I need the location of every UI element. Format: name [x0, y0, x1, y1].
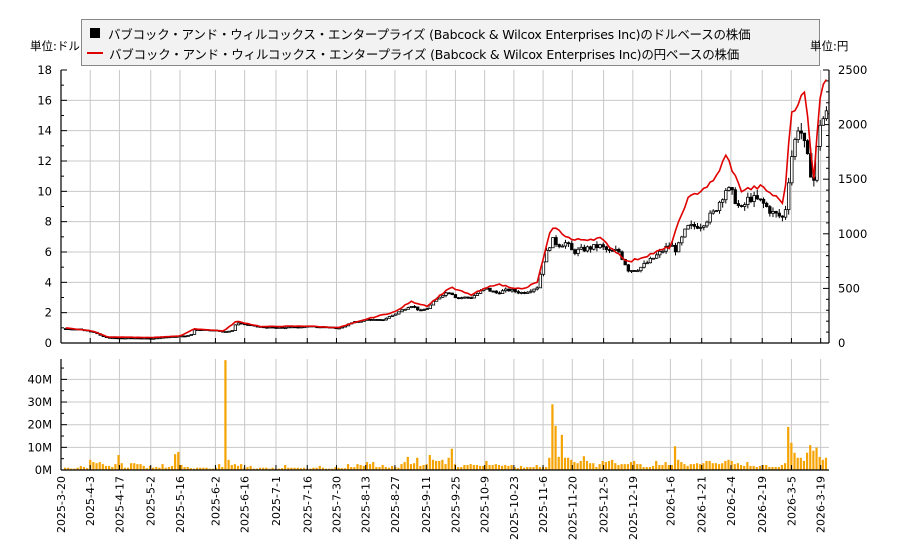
svg-text:2025-3-20: 2025-3-20 — [55, 476, 68, 533]
svg-text:16: 16 — [37, 93, 52, 107]
legend-item-jpy: バブコック・アンド・ウィルコックス・エンタープライズ (Babcock & Wi… — [87, 43, 740, 63]
svg-text:2025-6-16: 2025-6-16 — [239, 476, 252, 533]
legend-usd-label: バブコック・アンド・ウィルコックス・エンタープライズ (Babcock & Wi… — [108, 26, 751, 42]
svg-text:2025-8-13: 2025-8-13 — [360, 476, 373, 533]
chart-legend: バブコック・アンド・ウィルコックス・エンタープライズ (Babcock & Wi… — [81, 19, 820, 66]
left-axis-unit: 単位:ドル — [30, 39, 80, 53]
svg-text:2025-9-25: 2025-9-25 — [449, 476, 462, 533]
right-axis-unit: 単位:円 — [810, 39, 849, 53]
svg-text:10: 10 — [37, 184, 52, 198]
svg-text:2025-11-6: 2025-11-6 — [537, 476, 550, 533]
svg-text:0: 0 — [45, 336, 52, 350]
svg-text:2025-12-5: 2025-12-5 — [598, 476, 611, 533]
svg-text:0M: 0M — [35, 463, 52, 477]
svg-text:40M: 40M — [27, 372, 52, 386]
svg-text:2026-3-5: 2026-3-5 — [785, 476, 798, 526]
legend-jpy-label: バブコック・アンド・ウィルコックス・エンタープライズ (Babcock & Wi… — [109, 46, 740, 62]
svg-text:14: 14 — [37, 124, 52, 138]
svg-text:10M: 10M — [27, 440, 52, 454]
svg-text:1000: 1000 — [838, 227, 867, 241]
svg-text:8: 8 — [45, 215, 52, 229]
red-line-swatch-icon — [87, 52, 103, 54]
svg-text:2025-11-20: 2025-11-20 — [566, 476, 579, 540]
svg-text:1500: 1500 — [838, 172, 867, 186]
svg-text:2: 2 — [45, 306, 52, 320]
svg-text:2025-12-19: 2025-12-19 — [627, 476, 640, 540]
svg-text:2026-1-6: 2026-1-6 — [664, 476, 677, 526]
svg-text:2025-7-16: 2025-7-16 — [301, 476, 314, 533]
svg-text:2025-8-27: 2025-8-27 — [389, 476, 402, 533]
svg-text:2025-7-30: 2025-7-30 — [330, 476, 343, 533]
svg-text:12: 12 — [37, 154, 52, 168]
svg-text:30M: 30M — [27, 395, 52, 409]
svg-text:2500: 2500 — [838, 63, 867, 77]
svg-text:2025-7-1: 2025-7-1 — [270, 476, 283, 526]
svg-text:2025-5-16: 2025-5-16 — [174, 476, 187, 533]
svg-text:2026-3-19: 2026-3-19 — [815, 476, 828, 533]
svg-text:2025-5-2: 2025-5-2 — [145, 476, 158, 526]
svg-text:6: 6 — [45, 245, 52, 259]
svg-text:2026-2-4: 2026-2-4 — [725, 476, 738, 526]
svg-text:0: 0 — [838, 336, 845, 350]
candlestick-swatch-icon — [90, 28, 100, 38]
svg-text:2000: 2000 — [838, 118, 867, 132]
svg-text:18: 18 — [37, 63, 52, 77]
svg-text:2025-9-11: 2025-9-11 — [420, 476, 433, 533]
svg-text:2025-10-9: 2025-10-9 — [479, 476, 492, 533]
svg-text:2026-2-19: 2026-2-19 — [756, 476, 769, 533]
svg-text:2025-4-17: 2025-4-17 — [113, 476, 126, 533]
svg-text:500: 500 — [838, 281, 860, 295]
svg-text:2026-1-21: 2026-1-21 — [696, 476, 709, 533]
svg-text:2025-6-2: 2025-6-2 — [209, 476, 222, 526]
svg-text:2025-10-23: 2025-10-23 — [508, 476, 521, 540]
svg-text:2025-4-3: 2025-4-3 — [84, 476, 97, 526]
svg-text:4: 4 — [45, 275, 52, 289]
svg-text:20M: 20M — [27, 418, 52, 432]
legend-item-usd: バブコック・アンド・ウィルコックス・エンタープライズ (Babcock & Wi… — [88, 23, 751, 43]
